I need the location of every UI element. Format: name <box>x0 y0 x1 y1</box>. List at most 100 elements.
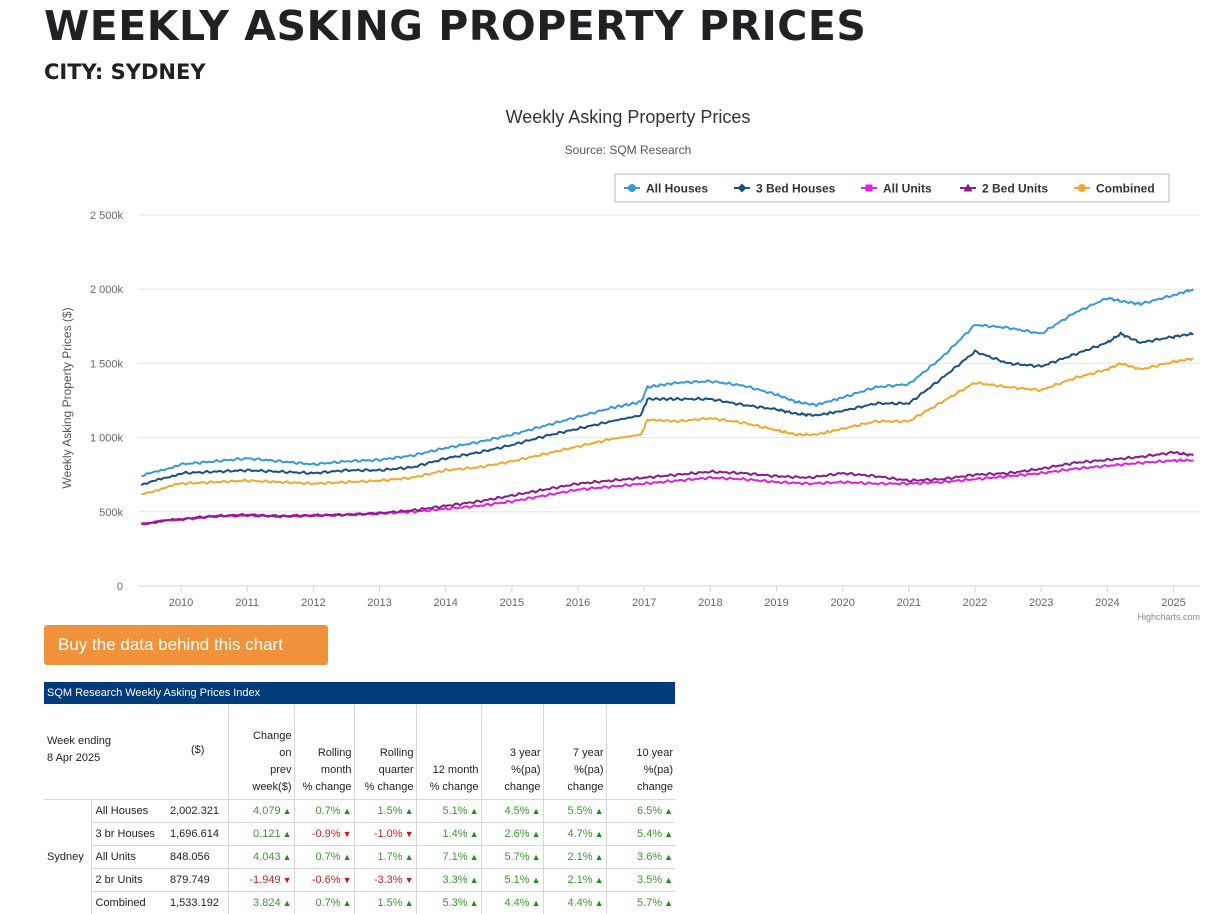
legend-marker <box>628 184 636 192</box>
year7-value: 5.5% <box>568 805 593 817</box>
legend-marker <box>1078 184 1086 192</box>
year7-cell: 4.4%▲ <box>543 892 606 914</box>
x-tick-label: 2024 <box>1095 597 1119 609</box>
price-cell: 879.749 <box>168 869 228 892</box>
arrow-down-icon: ▼ <box>343 875 352 885</box>
x-tick-label: 2023 <box>1029 597 1053 609</box>
x-tick-label: 2022 <box>963 597 987 609</box>
year3-value: 5.1% <box>505 874 530 886</box>
x-tick-label: 2012 <box>301 597 325 609</box>
month-value: 0.7% <box>316 897 341 909</box>
arrow-up-icon: ▲ <box>343 852 352 862</box>
month-cell: 0.7%▲ <box>294 846 354 869</box>
x-tick-label: 2025 <box>1161 597 1185 609</box>
change-cell: 4.043▲ <box>228 846 294 869</box>
arrow-up-icon: ▲ <box>343 898 352 908</box>
quarter-cell: 1.5%▲ <box>354 800 416 823</box>
page-subtitle: CITY: SYDNEY <box>44 60 206 84</box>
page-title: WEEKLY ASKING PROPERTY PRICES <box>44 2 866 50</box>
line-chart: Weekly Asking Property Prices Source: SQ… <box>0 95 1230 625</box>
month-cell: -0.6%▼ <box>294 869 354 892</box>
chart-grid <box>138 215 1200 586</box>
dwelling-type-cell: 2 br Units <box>91 869 168 892</box>
legend-label: All Houses <box>646 182 708 196</box>
arrow-up-icon: ▲ <box>470 898 479 908</box>
header-price: ($) <box>168 704 228 800</box>
quarter-cell: 1.7%▲ <box>354 846 416 869</box>
arrow-up-icon: ▲ <box>405 806 414 816</box>
arrow-up-icon: ▲ <box>595 806 604 816</box>
year3-value: 2.6% <box>505 828 530 840</box>
quarter-value: 1.5% <box>378 897 403 909</box>
year10-cell: 3.6%▲ <box>606 846 675 869</box>
dwelling-type-cell: All Houses <box>91 800 168 823</box>
change-cell: 3.824▲ <box>228 892 294 914</box>
year12-value: 5.1% <box>443 805 468 817</box>
quarter-value: -3.3% <box>374 874 403 886</box>
quarter-cell: 1.5%▲ <box>354 892 416 914</box>
arrow-up-icon: ▲ <box>470 852 479 862</box>
quarter-value: 1.5% <box>378 805 403 817</box>
change-value: -1.949 <box>249 874 280 886</box>
x-tick-label: 2020 <box>830 597 854 609</box>
x-tick-label: 2015 <box>500 597 524 609</box>
dwelling-type-cell: Combined <box>91 892 168 914</box>
arrow-down-icon: ▼ <box>343 829 352 839</box>
legend-label: All Units <box>883 182 932 196</box>
arrow-up-icon: ▲ <box>595 875 604 885</box>
year12-cell: 5.3%▲ <box>416 892 481 914</box>
change-cell: 0.121▲ <box>228 823 294 846</box>
arrow-up-icon: ▲ <box>532 875 541 885</box>
arrow-up-icon: ▲ <box>532 829 541 839</box>
year7-value: 4.7% <box>568 828 593 840</box>
series-line-all-houses <box>141 289 1193 476</box>
year7-cell: 5.5%▲ <box>543 800 606 823</box>
year12-value: 7.1% <box>443 851 468 863</box>
change-cell: 4.079▲ <box>228 800 294 823</box>
arrow-up-icon: ▲ <box>664 806 673 816</box>
arrow-up-icon: ▲ <box>283 806 292 816</box>
buy-data-button[interactable]: Buy the data behind this chart <box>44 625 328 665</box>
arrow-up-icon: ▲ <box>470 875 479 885</box>
year7-cell: 4.7%▲ <box>543 823 606 846</box>
change-value: 3.824 <box>253 897 281 909</box>
year7-value: 2.1% <box>568 874 593 886</box>
year10-value: 6.5% <box>637 805 662 817</box>
y-tick-label: 500k <box>99 507 123 519</box>
quarter-value: -1.0% <box>374 828 403 840</box>
year12-cell: 5.1%▲ <box>416 800 481 823</box>
asking-prices-table: SQM Research Weekly Asking Prices Index … <box>44 682 675 914</box>
year3-cell: 5.1%▲ <box>481 869 543 892</box>
change-value: 4.043 <box>253 851 281 863</box>
year3-cell: 4.4%▲ <box>481 892 543 914</box>
year12-cell: 3.3%▲ <box>416 869 481 892</box>
city-cell: Sydney <box>44 800 91 914</box>
x-tick-label: 2011 <box>235 597 259 609</box>
arrow-up-icon: ▲ <box>664 852 673 862</box>
chart-credit: Highcharts.com <box>1137 612 1200 622</box>
y-tick-label: 1 500k <box>90 358 124 370</box>
legend-label: 3 Bed Houses <box>756 182 836 196</box>
year12-cell: 7.1%▲ <box>416 846 481 869</box>
y-tick-label: 1 000k <box>90 433 124 445</box>
arrow-up-icon: ▲ <box>532 898 541 908</box>
arrow-down-icon: ▼ <box>283 875 292 885</box>
y-tick-label: 2 000k <box>90 284 124 296</box>
arrow-up-icon: ▲ <box>343 806 352 816</box>
header-12-month: 12 month% change <box>416 704 481 800</box>
year10-cell: 3.5%▲ <box>606 869 675 892</box>
arrow-up-icon: ▲ <box>283 898 292 908</box>
year7-cell: 2.1%▲ <box>543 846 606 869</box>
arrow-up-icon: ▲ <box>405 898 414 908</box>
x-tick-label: 2021 <box>897 597 921 609</box>
arrow-up-icon: ▲ <box>595 829 604 839</box>
quarter-value: 1.7% <box>378 851 403 863</box>
year3-cell: 5.7%▲ <box>481 846 543 869</box>
